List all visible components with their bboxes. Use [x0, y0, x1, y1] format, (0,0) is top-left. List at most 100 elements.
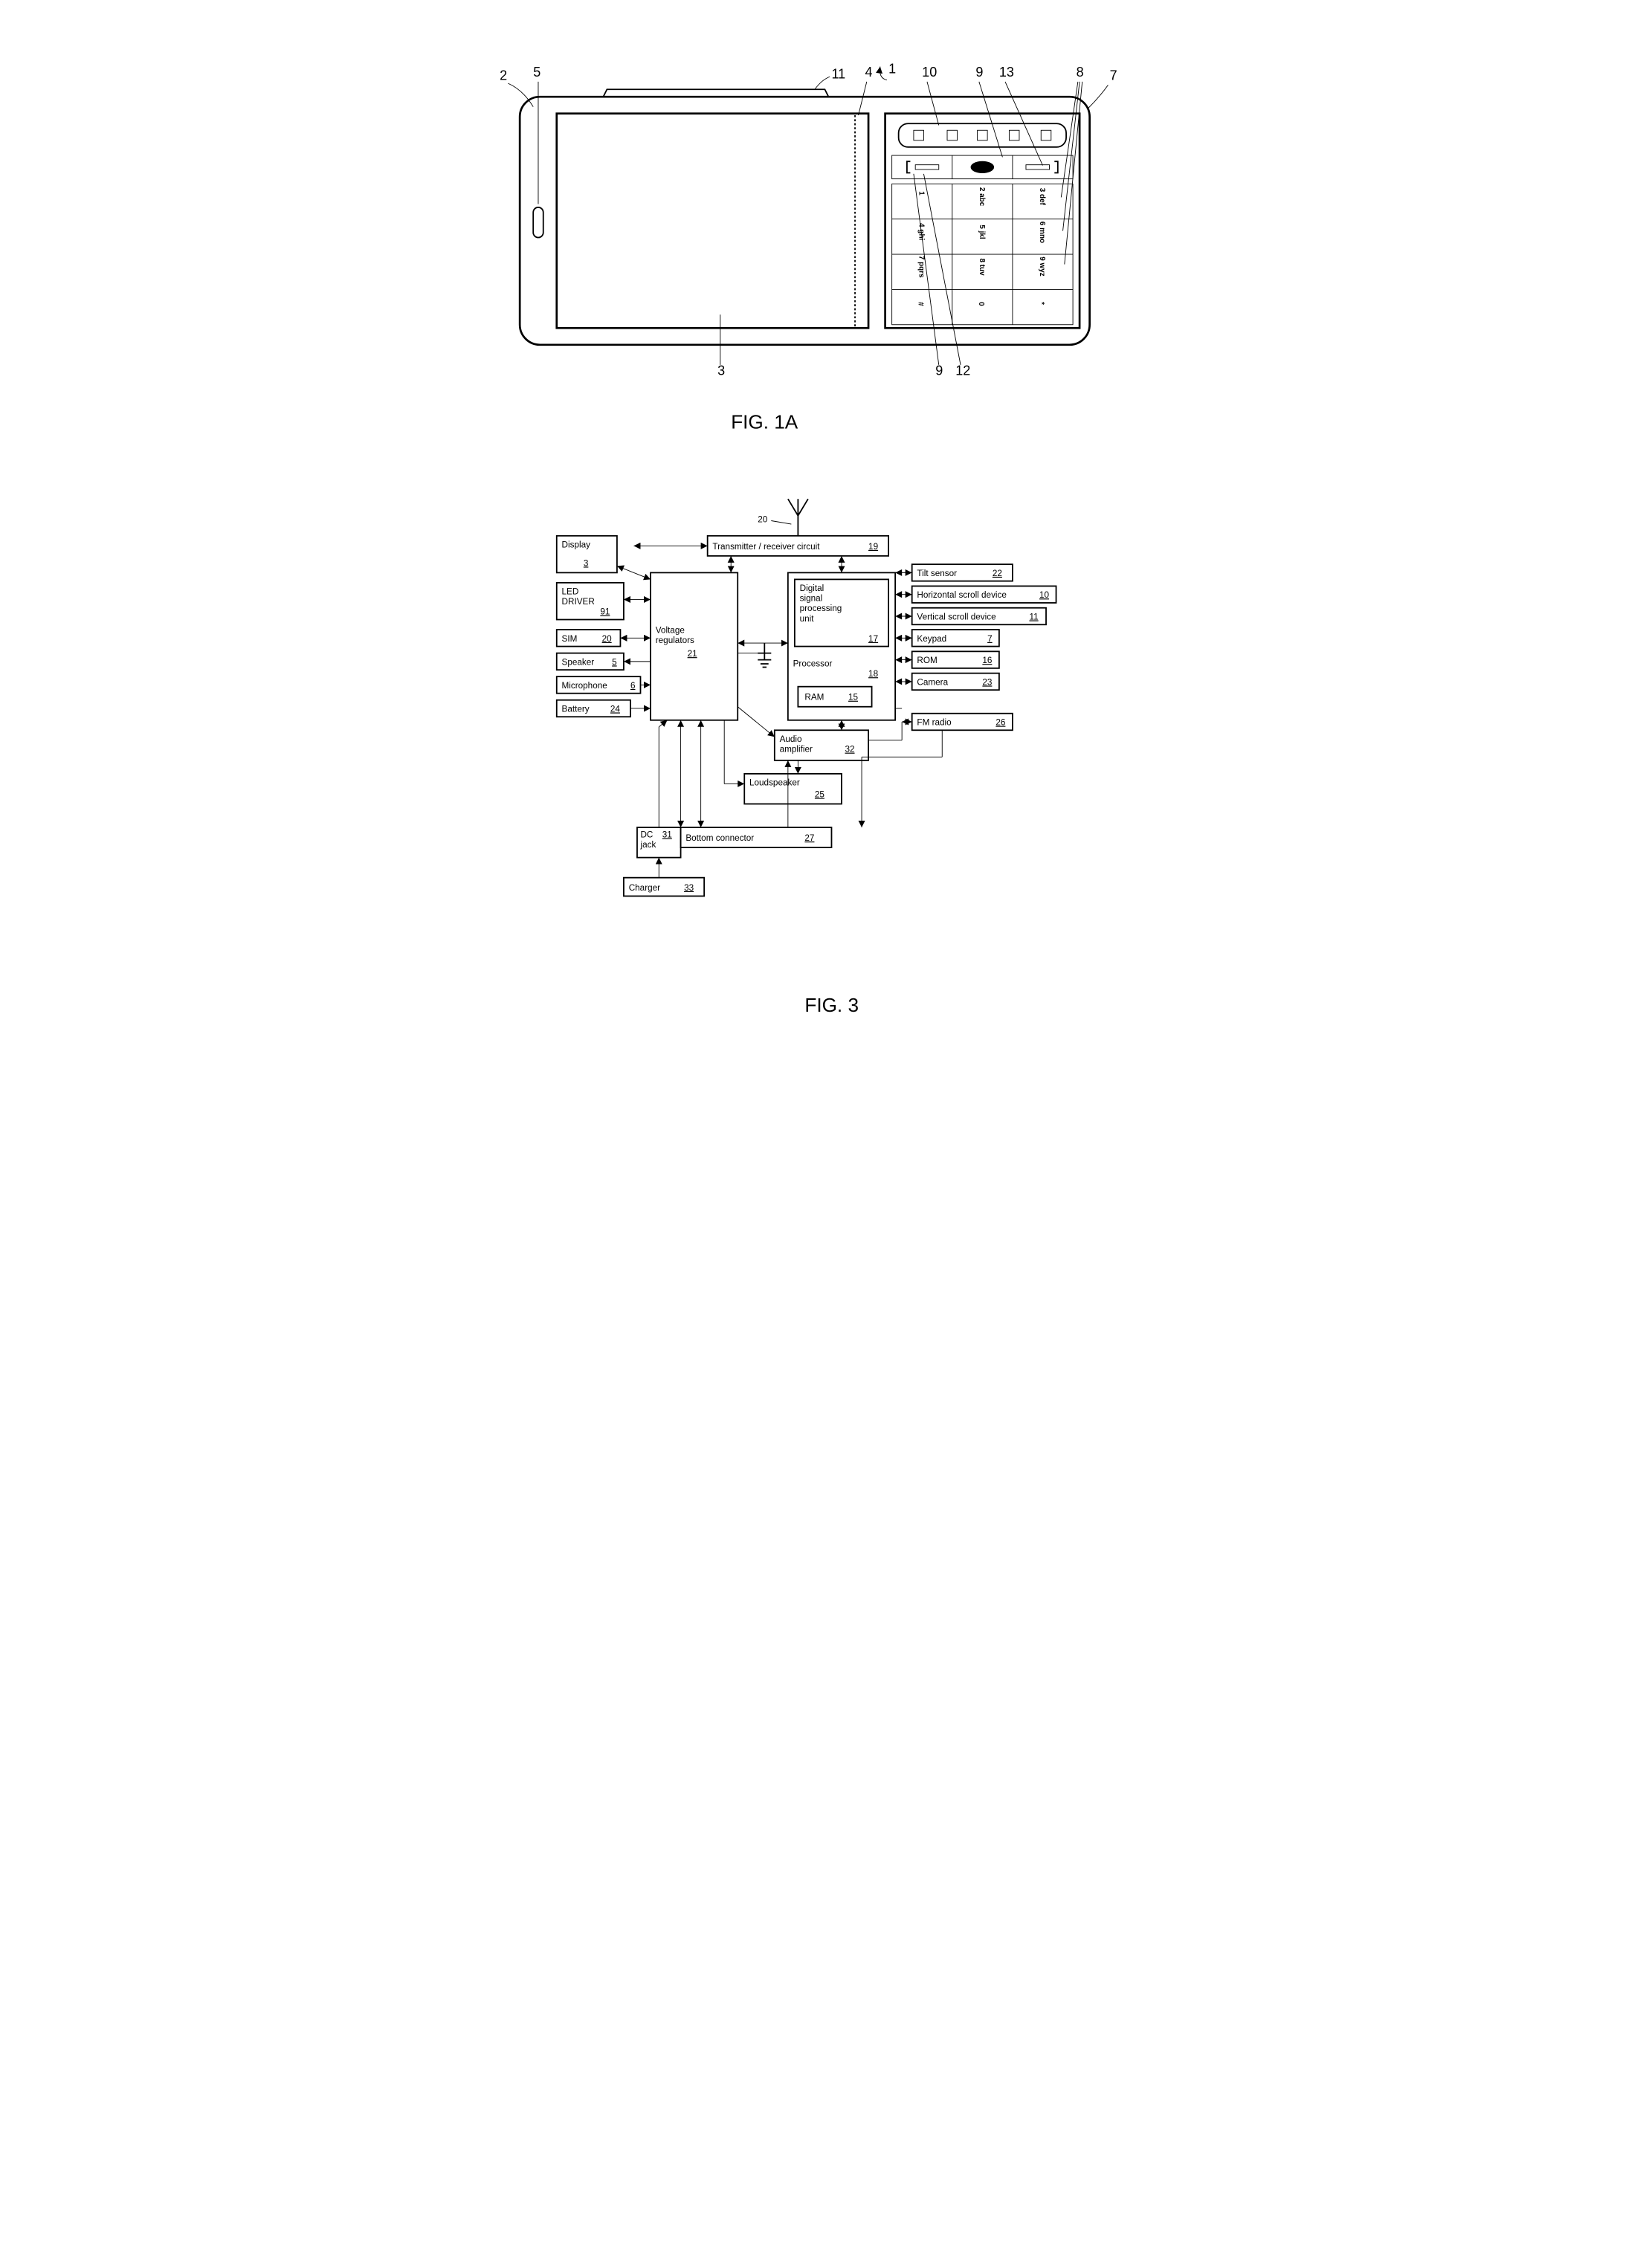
key-1: 1 — [917, 191, 926, 196]
fig1a-label: FIG. 1A — [731, 411, 798, 433]
svg-text:13: 13 — [999, 65, 1014, 80]
block-charger: Charger 33 — [624, 878, 704, 896]
svg-text:Processor: Processor — [793, 659, 833, 669]
patent-figures: 1 2 abc 3 def 4 ghi 5 jkl 6 mno 7 pqrs 8… — [453, 30, 1196, 1053]
svg-text:16: 16 — [982, 656, 992, 665]
svg-text:Microphone: Microphone — [562, 681, 607, 691]
key-star: * — [1037, 302, 1045, 305]
svg-text:17: 17 — [868, 634, 878, 644]
svg-text:Vertical scroll device: Vertical scroll device — [917, 613, 995, 622]
svg-text:19: 19 — [868, 542, 878, 552]
svg-text:2: 2 — [500, 68, 507, 83]
key-6: 6 mno — [1038, 222, 1046, 243]
key-7: 7 pqrs — [917, 256, 926, 278]
svg-text:7: 7 — [1110, 68, 1117, 83]
key-9: 9 wyz — [1038, 256, 1046, 276]
block-lspk: Loudspeaker 25 — [744, 774, 842, 804]
svg-text:6: 6 — [630, 681, 636, 691]
svg-text:DRIVER: DRIVER — [562, 597, 595, 607]
svg-text:26: 26 — [995, 718, 1005, 728]
svg-text:ROM: ROM — [917, 656, 937, 665]
svg-text:10: 10 — [922, 65, 937, 80]
svg-text:Bottom connector: Bottom connector — [685, 833, 754, 843]
svg-text:27: 27 — [804, 833, 814, 843]
svg-text:8: 8 — [1077, 65, 1084, 80]
svg-text:Digital: Digital — [800, 584, 824, 593]
block-mic: Microphone 6 — [557, 676, 641, 694]
svg-text:signal: signal — [800, 594, 823, 604]
block-display: Display 3 — [557, 536, 617, 573]
svg-text:91: 91 — [600, 607, 610, 617]
block-fm: FM radio 26 — [912, 714, 1013, 731]
key-0: 0 — [977, 302, 985, 306]
svg-text:7: 7 — [987, 634, 993, 644]
key-8: 8 tuv — [978, 258, 986, 276]
svg-text:11: 11 — [1029, 613, 1038, 622]
block-trx: Transmitter / receiver circuit 19 — [708, 536, 888, 556]
svg-text:31: 31 — [662, 830, 672, 840]
block-led: LED DRIVER 91 — [557, 583, 624, 620]
svg-text:5: 5 — [533, 65, 540, 80]
block-hscroll: Horizontal scroll device 10 — [912, 586, 1056, 603]
svg-text:32: 32 — [845, 745, 855, 755]
svg-text:15: 15 — [848, 693, 859, 702]
block-vreg: Voltage regulators 21 — [651, 572, 738, 720]
block-vscroll: Vertical scroll device 11 — [912, 608, 1046, 625]
svg-text:11: 11 — [831, 66, 845, 81]
svg-text:LED: LED — [562, 587, 579, 597]
svg-text:Horizontal scroll device: Horizontal scroll device — [917, 590, 1007, 600]
keypad-grid: 1 2 abc 3 def 4 ghi 5 jkl 6 mno 7 pqrs 8… — [892, 184, 1073, 324]
svg-text:RAM: RAM — [804, 693, 824, 702]
block-speaker: Speaker 5 — [557, 653, 624, 671]
block-tilt: Tilt sensor 22 — [912, 564, 1013, 581]
svg-text:Transmitter / receiver circuit: Transmitter / receiver circuit — [712, 542, 820, 552]
svg-text:FM radio: FM radio — [917, 718, 952, 728]
key-2: 2 abc — [978, 187, 986, 207]
block-battery: Battery 24 — [557, 700, 630, 717]
block-camera: Camera 23 — [912, 673, 999, 691]
key-3: 3 def — [1038, 188, 1046, 206]
svg-text:unit: unit — [800, 614, 815, 624]
svg-text:21: 21 — [688, 649, 697, 659]
svg-text:Keypad: Keypad — [917, 634, 946, 644]
svg-text:regulators: regulators — [656, 636, 694, 645]
svg-text:22: 22 — [993, 569, 1002, 578]
svg-text:20: 20 — [602, 634, 613, 644]
block-dcjack: DC jack 31 — [637, 827, 681, 858]
svg-text:Display: Display — [562, 540, 591, 550]
svg-text:DC: DC — [640, 830, 653, 840]
svg-text:Charger: Charger — [629, 883, 660, 893]
svg-text:Camera: Camera — [917, 677, 948, 687]
block-bconn: Bottom connector 27 — [681, 827, 832, 847]
svg-text:33: 33 — [684, 883, 694, 893]
svg-text:processing: processing — [800, 604, 842, 613]
block-rom: ROM 16 — [912, 651, 999, 668]
svg-text:Audio: Audio — [780, 734, 802, 744]
svg-text:25: 25 — [815, 789, 825, 799]
svg-text:9: 9 — [975, 65, 983, 80]
key-5: 5 jkl — [978, 224, 986, 239]
key-hash: # — [917, 302, 925, 306]
svg-text:3: 3 — [717, 363, 725, 378]
fig3-label: FIG. 3 — [804, 994, 859, 1016]
svg-text:9: 9 — [935, 363, 943, 378]
svg-text:Loudspeaker: Loudspeaker — [749, 778, 800, 788]
svg-text:24: 24 — [610, 704, 621, 714]
svg-text:10: 10 — [1039, 590, 1050, 600]
svg-text:amplifier: amplifier — [780, 745, 813, 755]
svg-text:jack: jack — [639, 840, 656, 850]
svg-text:1: 1 — [888, 62, 896, 77]
svg-text:Tilt sensor: Tilt sensor — [917, 569, 957, 578]
svg-text:SIM: SIM — [562, 634, 578, 644]
svg-text:20: 20 — [758, 515, 768, 525]
ground-icon — [758, 643, 771, 667]
block-amp: Audio amplifier 32 — [775, 730, 868, 760]
block-sim: SIM 20 — [557, 630, 621, 647]
svg-text:3: 3 — [584, 558, 589, 568]
block-keypad: Keypad 7 — [912, 630, 999, 647]
svg-text:Voltage: Voltage — [656, 626, 685, 636]
svg-text:18: 18 — [868, 669, 879, 679]
svg-text:4: 4 — [865, 65, 873, 80]
svg-text:12: 12 — [955, 363, 970, 378]
antenna-icon: 20 — [758, 499, 808, 536]
